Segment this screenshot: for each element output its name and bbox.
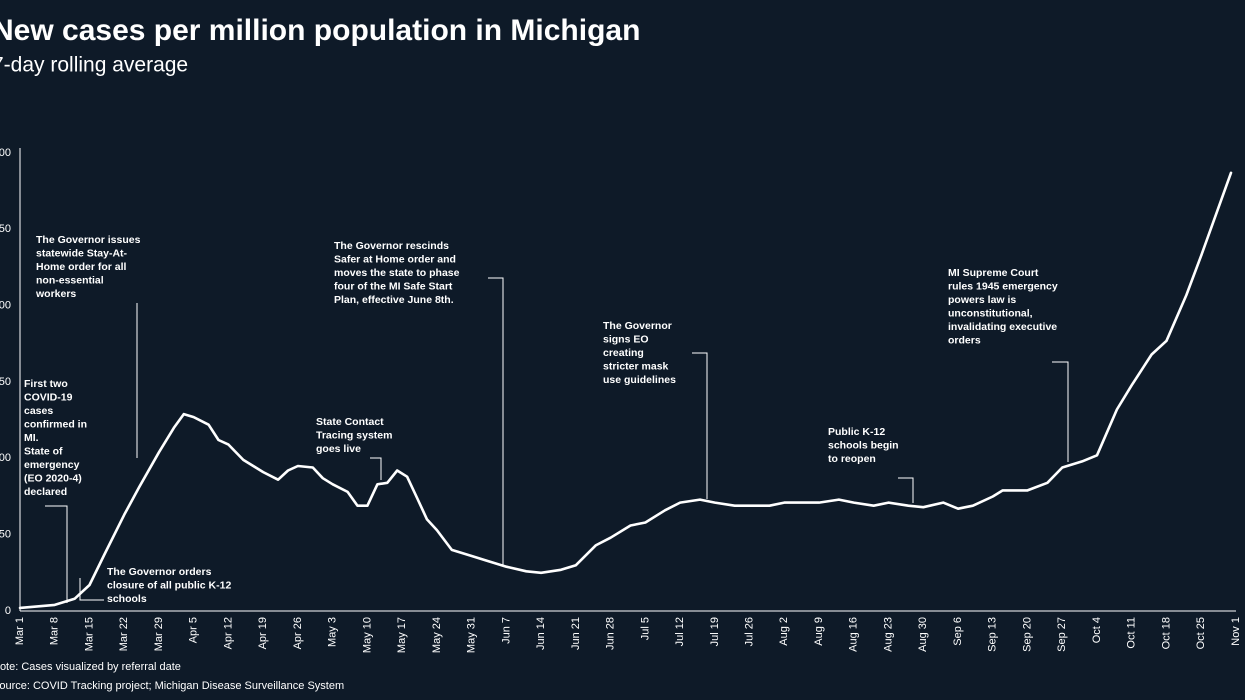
x-tick-label: Apr 26 (292, 617, 304, 649)
y-tick-label: 0 (5, 605, 11, 617)
footnote: Source: COVID Tracking project; Michigan… (0, 680, 344, 692)
annotation-text: orders (948, 334, 981, 346)
annotation-text: MI. (24, 432, 39, 444)
annotation-text: signs EO (603, 333, 649, 345)
x-tick-label: Apr 12 (222, 617, 234, 649)
chart-subtitle: 7-day rolling average (0, 54, 188, 77)
annotation-text: Public K-12 (828, 426, 885, 438)
x-tick-label: Sep 20 (1021, 617, 1033, 652)
y-tick-label: 250 (0, 223, 11, 235)
annotation-text: Home order for all (36, 261, 127, 273)
y-tick-label: 50 (0, 529, 11, 541)
annotation-text: use guidelines (603, 374, 676, 386)
annotation-text: schools begin (828, 439, 899, 451)
x-tick-label: Aug 30 (917, 617, 929, 652)
annotation-text: confirmed in (24, 418, 87, 430)
x-tick-label: Mar 8 (49, 617, 61, 645)
annotation-text: cases (24, 405, 53, 417)
annotation-text: statewide Stay-At- (36, 247, 128, 259)
annotation-text: Tracing system (316, 429, 392, 441)
x-tick-label: Mar 29 (153, 617, 165, 651)
annotation-text: stricter mask (603, 360, 669, 372)
annotation-text: COVID-19 (24, 391, 73, 403)
annotation-leader (488, 277, 504, 566)
x-tick-label: Jul 5 (639, 617, 651, 640)
footnote: Note: Cases visualized by referral date (0, 661, 181, 673)
annotation-leader (692, 352, 708, 499)
annotation-leader (45, 505, 68, 603)
y-tick-label: 300 (0, 147, 11, 159)
annotation-text: The Governor orders (107, 566, 212, 578)
annotation-text: declared (24, 486, 67, 498)
x-tick-label: May 31 (466, 617, 478, 653)
annotation-text: The Governor rescinds (334, 240, 449, 252)
y-tick-label: 200 (0, 300, 11, 312)
annotation-text: goes live (316, 443, 361, 455)
annotation-text: State Contact (316, 416, 384, 428)
annotation-text: closure of all public K-12 (107, 579, 231, 591)
x-tick-label: Apr 19 (257, 617, 269, 649)
x-tick-label: Apr 5 (188, 617, 200, 643)
x-tick-label: May 3 (327, 617, 339, 647)
y-tick-label: 150 (0, 376, 11, 388)
x-tick-label: Mar 22 (118, 617, 130, 651)
x-tick-label: Mar 1 (14, 617, 26, 645)
x-tick-label: May 24 (431, 617, 443, 653)
x-tick-label: May 17 (396, 617, 408, 653)
annotation-leader (370, 457, 382, 480)
annotation-text: The Governor (603, 320, 672, 332)
x-tick-label: Jun 28 (605, 617, 617, 650)
annotation-text: Safer at Home order and (334, 253, 456, 265)
x-tick-label: Sep 27 (1056, 617, 1068, 652)
x-tick-label: Jul 26 (744, 617, 756, 646)
annotation-text: schools (107, 593, 147, 605)
annotation-leader (1052, 361, 1069, 462)
annotation-text: State of (24, 445, 63, 457)
annotation-leader (898, 477, 914, 503)
annotation-text: rules 1945 emergency (948, 280, 1058, 292)
x-tick-label: Jun 14 (535, 617, 547, 650)
y-tick-label: 100 (0, 452, 11, 464)
annotation-text: The Governor issues (36, 234, 141, 246)
annotation-text: creating (603, 347, 644, 359)
x-tick-label: Aug 23 (882, 617, 894, 652)
annotation-text: (EO 2020-4) (24, 472, 82, 484)
annotation-text: emergency (24, 459, 80, 471)
x-tick-label: Sep 6 (952, 617, 964, 646)
x-tick-label: Sep 13 (987, 617, 999, 652)
annotation-text: First two (24, 378, 68, 390)
x-tick-label: Aug 9 (813, 617, 825, 646)
annotation-text: powers law is (948, 294, 1016, 306)
x-tick-label: Jul 12 (674, 617, 686, 646)
annotation-text: workers (35, 288, 76, 300)
x-tick-label: Aug 16 (848, 617, 860, 652)
annotation-text: invalidating executive (948, 321, 1057, 333)
x-tick-label: Jul 19 (709, 617, 721, 646)
annotation-text: non-essential (36, 274, 104, 286)
x-tick-label: Aug 2 (778, 617, 790, 646)
x-tick-label: Jun 7 (500, 617, 512, 644)
x-tick-label: Oct 11 (1126, 617, 1138, 649)
x-tick-label: Mar 15 (83, 617, 95, 651)
x-tick-label: Nov 1 (1230, 617, 1242, 646)
annotation-text: MI Supreme Court (948, 267, 1039, 279)
x-tick-label: Oct 25 (1195, 617, 1207, 649)
x-tick-label: May 10 (361, 617, 373, 653)
annotation-text: to reopen (828, 453, 876, 465)
data-line (18, 171, 1233, 610)
x-tick-label: Oct 4 (1091, 617, 1103, 643)
annotation-text: moves the state to phase (334, 267, 460, 279)
chart-title: New cases per million population in Mich… (0, 14, 640, 47)
x-tick-label: Oct 18 (1160, 617, 1172, 649)
annotation-text: four of the MI Safe Start (334, 280, 453, 292)
x-tick-label: Jun 21 (570, 617, 582, 650)
annotation-leader (79, 578, 104, 601)
annotation-text: unconstitutional, (948, 307, 1033, 319)
annotation-text: Plan, effective June 8th. (334, 294, 454, 306)
